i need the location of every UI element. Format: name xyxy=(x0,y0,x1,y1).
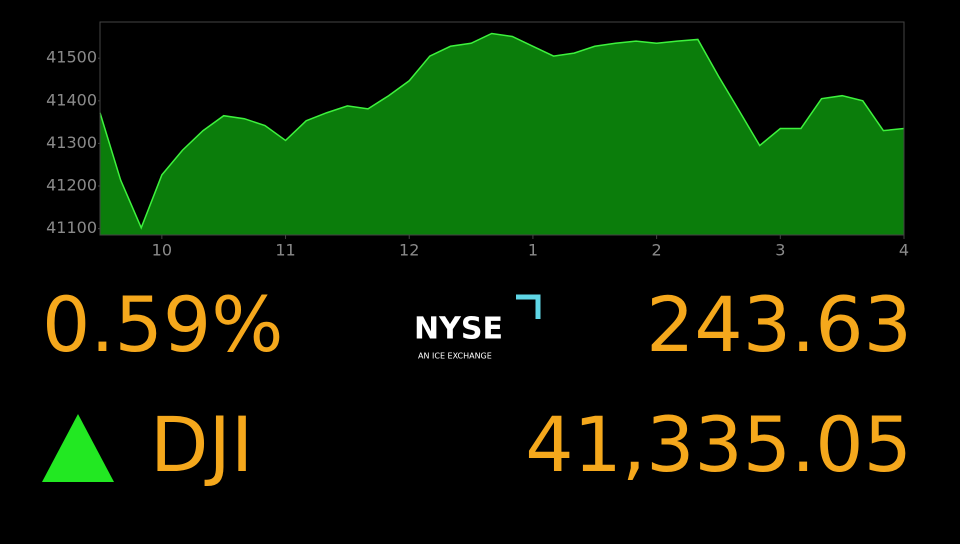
x-tick-label: 11 xyxy=(275,241,295,260)
logo: NYSE xyxy=(414,312,503,347)
x-tick-label: 4 xyxy=(899,241,909,260)
area-fill xyxy=(100,33,904,235)
logo-tagline: AN ICE EXCHANGE xyxy=(418,352,492,361)
y-tick-label: 41200 xyxy=(46,176,97,195)
y-tick-label: 41400 xyxy=(46,90,97,109)
y-tick-label: 41300 xyxy=(46,133,97,152)
x-tick-label: 10 xyxy=(152,241,172,260)
y-tick-label: 41500 xyxy=(46,48,97,67)
up-arrow xyxy=(42,414,114,482)
x-tick-label: 1 xyxy=(528,241,538,260)
price: 41,335.05 xyxy=(525,400,912,489)
x-tick-label: 3 xyxy=(775,241,785,260)
percent-change: 0.59% xyxy=(42,280,283,369)
price-line xyxy=(99,32,905,230)
logo-bracket xyxy=(516,294,541,319)
symbol: DJI xyxy=(150,400,253,489)
point-change: 243.63 xyxy=(646,280,912,369)
plot-frame xyxy=(99,21,905,236)
y-tick-label: 41100 xyxy=(46,218,97,237)
x-tick-label: 12 xyxy=(399,241,419,260)
x-tick-label: 2 xyxy=(652,241,662,260)
